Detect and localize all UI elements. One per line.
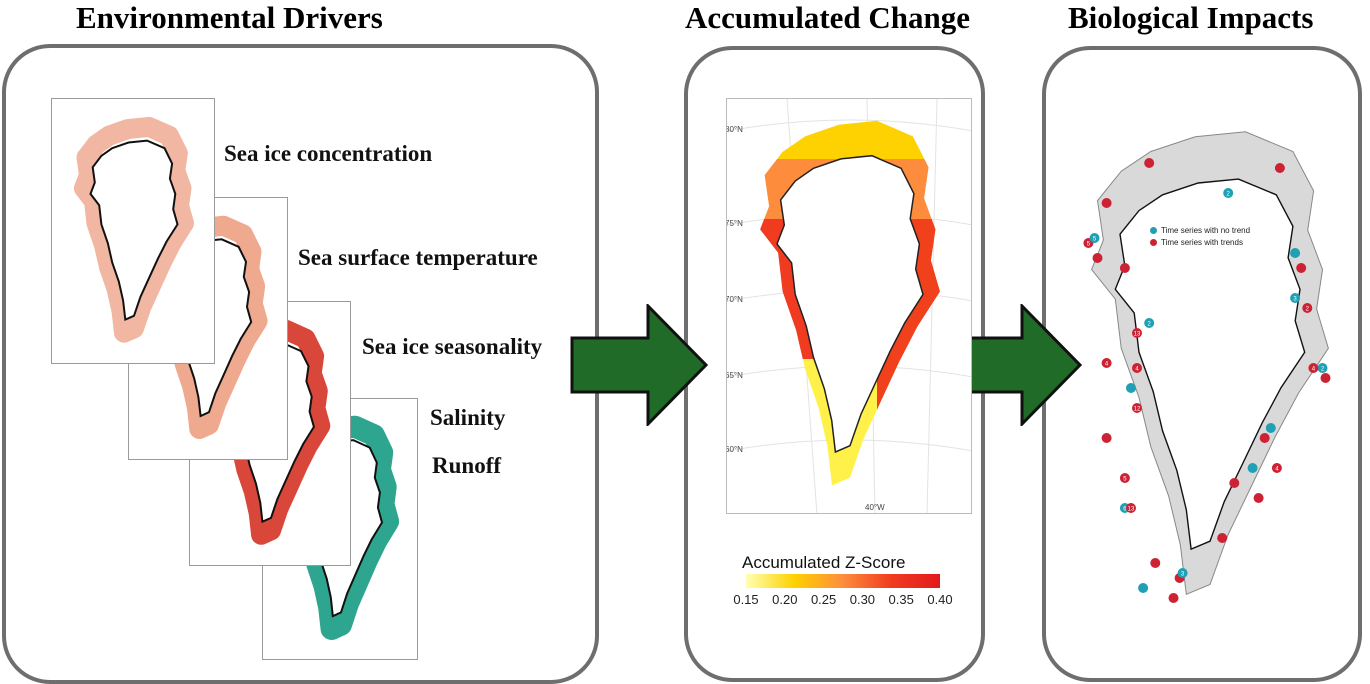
driver-label-salinity: Salinity bbox=[430, 405, 506, 430]
no-trend-marker-icon: 2 bbox=[1144, 318, 1155, 328]
trend-marker-icon bbox=[1274, 163, 1285, 173]
no-trend-marker-icon bbox=[1265, 423, 1276, 433]
trend-marker-icon bbox=[1296, 263, 1307, 273]
lon-label-40w: 40°W bbox=[865, 503, 885, 512]
marker-label: 4 bbox=[1275, 467, 1279, 473]
marker-label: 5 bbox=[1093, 237, 1097, 243]
driver-label-sea-ice-seasonality: Sea ice seasonality bbox=[362, 334, 543, 359]
no-trend-marker-icon: 2 bbox=[1223, 188, 1234, 198]
trend-marker-icon: 4 bbox=[1308, 363, 1319, 373]
lat-label-60: 60°N bbox=[726, 445, 743, 454]
trend-marker-icon bbox=[1144, 158, 1155, 168]
trend-marker-icon bbox=[1320, 373, 1331, 383]
no-trend-marker-icon: 5 bbox=[1089, 233, 1100, 243]
bio-legend: Time series with no trend Time series wi… bbox=[1150, 226, 1250, 247]
sic-ring-icon bbox=[74, 116, 194, 343]
sea-ice-concentration-map bbox=[51, 98, 215, 364]
accumulated-zscore-map bbox=[727, 99, 971, 513]
trend-marker-icon: 4 bbox=[1101, 358, 1112, 368]
driver-label-sea-surface-temperature: Sea surface temperature bbox=[298, 245, 538, 270]
arrow-right-icon bbox=[570, 304, 709, 426]
marker-label: 2 bbox=[1306, 307, 1310, 313]
no-trend-marker-icon: 3 bbox=[1177, 568, 1188, 578]
acc-segment-0 bbox=[760, 120, 940, 159]
trend-marker-icon bbox=[1119, 263, 1130, 273]
no-trend-marker-icon: 2 bbox=[1317, 363, 1328, 373]
zscore-tick-1: 0.20 bbox=[772, 592, 798, 607]
marker-label: 13 bbox=[1134, 332, 1141, 338]
zscore-tick-4: 0.35 bbox=[888, 592, 914, 607]
trend-marker-icon: 12 bbox=[1132, 403, 1142, 413]
no-trend-dot-icon bbox=[1150, 227, 1157, 235]
trend-marker-icon bbox=[1101, 433, 1112, 443]
marker-label: 2 bbox=[1148, 322, 1152, 328]
marker-label: 4 bbox=[1105, 362, 1109, 368]
marker-label: 13 bbox=[1128, 507, 1135, 513]
trend-dot-icon bbox=[1150, 239, 1157, 247]
marker-label: 3 bbox=[1293, 297, 1297, 303]
trend-marker-icon bbox=[1229, 478, 1240, 488]
trend-marker-icon bbox=[1101, 198, 1112, 208]
marker-label: 6 bbox=[1123, 507, 1127, 513]
trend-marker-icon: 5 bbox=[1119, 473, 1130, 483]
biological-impacts-heading: Biological Impacts bbox=[1068, 0, 1314, 35]
biological-impacts-map: 2 5 5 3 2 2 13 4 2 4 4 12 4 5 6 13 3 Time series with no… bbox=[1058, 118, 1362, 618]
marker-label: 2 bbox=[1321, 367, 1325, 373]
accumulated-zscore-colorbar bbox=[746, 574, 940, 588]
trend-marker-icon: 13 bbox=[1126, 503, 1136, 513]
marker-label: 5 bbox=[1123, 477, 1127, 483]
legend-no-trend: Time series with no trend bbox=[1150, 226, 1250, 235]
trend-marker-icon bbox=[1150, 558, 1161, 568]
accumulated-zscore-legend-title: Accumulated Z-Score bbox=[742, 553, 906, 572]
trend-marker-icon bbox=[1092, 253, 1103, 263]
trend-marker-icon bbox=[1168, 593, 1179, 603]
lat-label-80: 80°N bbox=[726, 125, 743, 134]
no-trend-marker-icon bbox=[1290, 248, 1301, 258]
no-trend-marker-icon bbox=[1126, 383, 1136, 393]
marker-label: 4 bbox=[1312, 367, 1316, 373]
accumulated-change-heading: Accumulated Change bbox=[685, 0, 971, 35]
legend-trend: Time series with trends bbox=[1150, 238, 1250, 247]
no-trend-marker-icon: 3 bbox=[1290, 293, 1301, 303]
environmental-drivers-heading: Environmental Drivers bbox=[76, 0, 383, 35]
zscore-tick-5: 0.40 bbox=[927, 592, 953, 607]
driver-label-sea-ice-concentration: Sea ice concentration bbox=[224, 141, 433, 166]
marker-label: 3 bbox=[1181, 572, 1185, 578]
trend-marker-icon: 2 bbox=[1302, 303, 1313, 313]
lat-label-75: 75°N bbox=[726, 219, 743, 228]
lat-label-70: 70°N bbox=[726, 295, 743, 304]
trend-marker-icon bbox=[1253, 493, 1264, 503]
marker-label: 2 bbox=[1227, 192, 1231, 198]
marker-label: 12 bbox=[1134, 407, 1141, 413]
zscore-tick-0: 0.15 bbox=[733, 592, 759, 607]
trend-marker-icon: 13 bbox=[1132, 328, 1142, 338]
trend-marker-icon: 4 bbox=[1132, 363, 1142, 373]
trend-marker-icon: 4 bbox=[1271, 463, 1282, 473]
trend-marker-icon bbox=[1217, 533, 1228, 543]
zscore-tick-3: 0.30 bbox=[849, 592, 876, 607]
zscore-tick-2: 0.25 bbox=[810, 592, 837, 607]
no-trend-marker-icon bbox=[1247, 463, 1258, 473]
lat-label-65: 65°N bbox=[726, 371, 743, 380]
no-trend-marker-icon bbox=[1138, 583, 1149, 593]
trend-marker-icon bbox=[1259, 433, 1270, 443]
marker-label: 4 bbox=[1135, 367, 1139, 373]
accumulated-change-map: 80°N 75°N 70°N 65°N 60°N 40°W bbox=[726, 98, 972, 514]
marker-label: 5 bbox=[1087, 242, 1091, 248]
driver-label-runoff: Runoff bbox=[432, 453, 502, 478]
